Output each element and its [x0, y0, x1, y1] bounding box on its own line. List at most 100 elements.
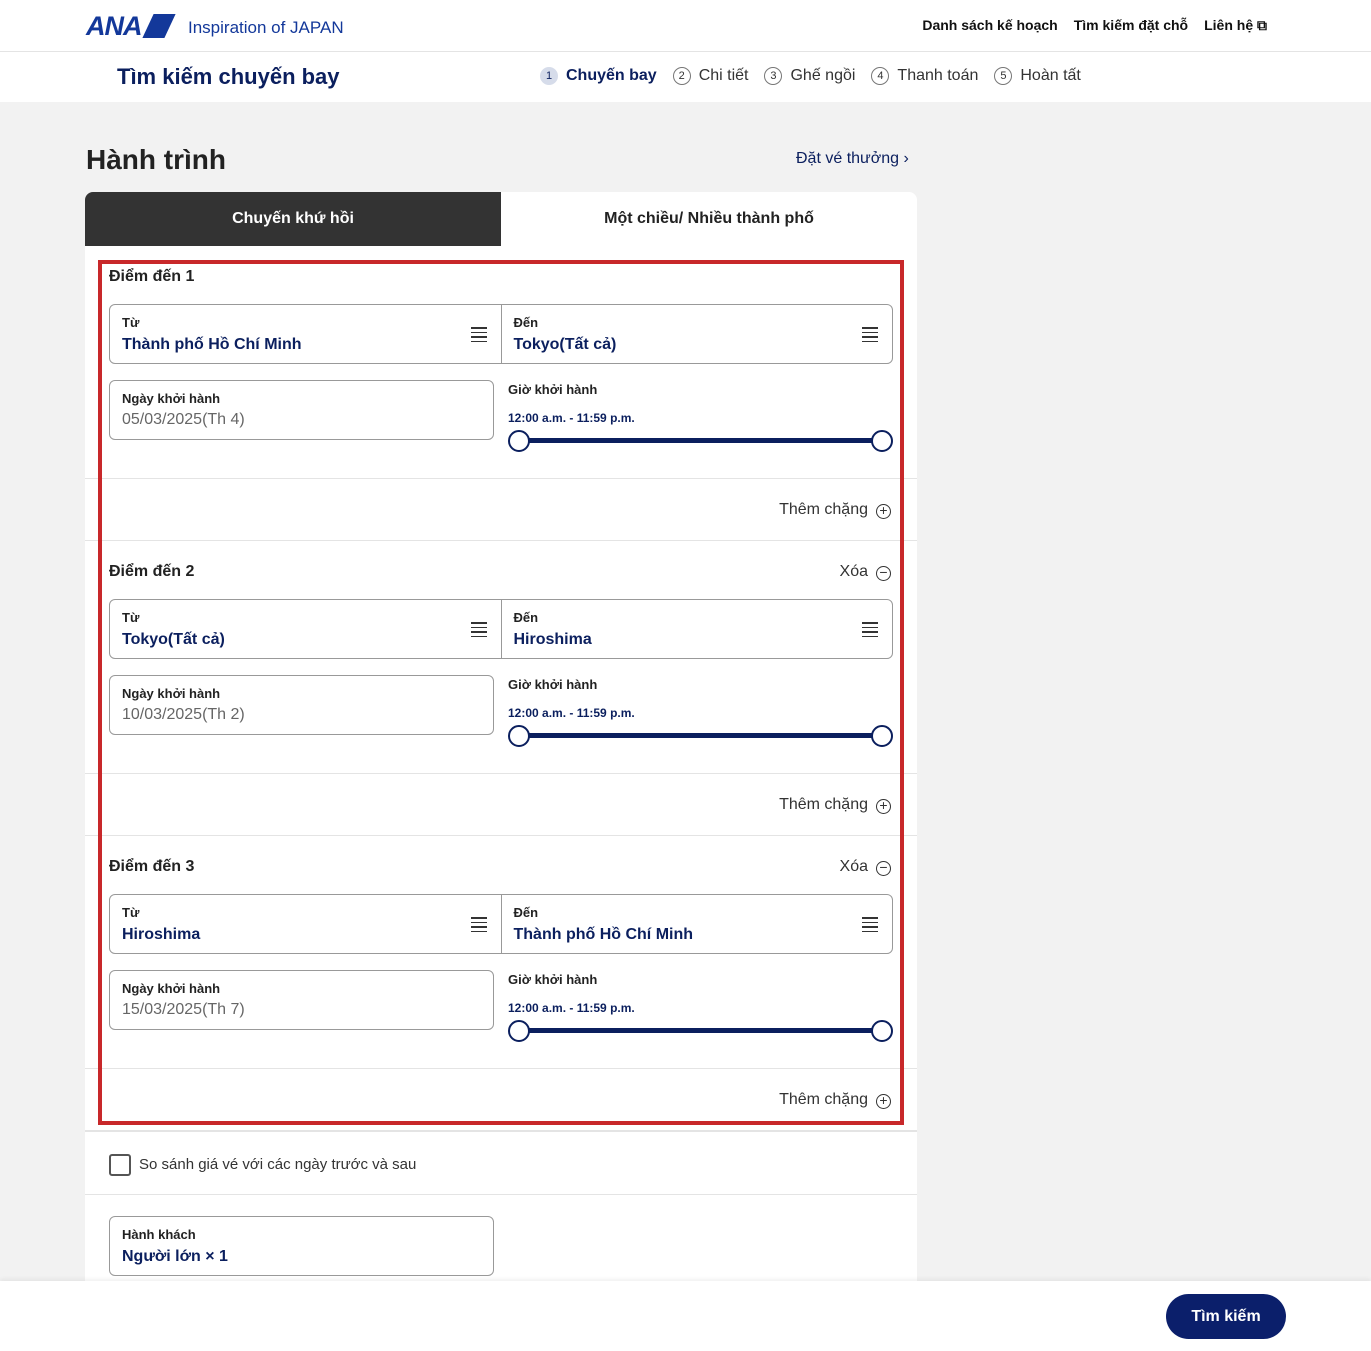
link-label: Đặt vé thưởng	[796, 150, 900, 167]
external-link-icon: ⧉	[1257, 17, 1267, 33]
from-label: Từ	[122, 610, 140, 625]
list-icon[interactable]	[862, 917, 878, 935]
slider-start-handle[interactable]	[508, 1020, 530, 1042]
date-value: 10/03/2025(Th 2)	[122, 706, 245, 723]
to-field[interactable]: Đến Hiroshima	[500, 600, 893, 658]
logo-text: ANA	[86, 11, 142, 41]
to-label: Đến	[513, 905, 539, 920]
ana-logo[interactable]: ANA	[86, 11, 176, 42]
compare-label[interactable]: So sánh giá vé với các ngày trước và sau	[139, 1156, 417, 1173]
nav-contact-label: Liên hệ	[1204, 17, 1254, 33]
time-range: 12:00 a.m. - 11:59 p.m.	[508, 411, 635, 425]
step-label: Chi tiết	[698, 67, 749, 84]
page-title: Tìm kiếm chuyến bay	[117, 64, 340, 89]
logo-mark	[141, 14, 176, 38]
from-value: Thành phố Hồ Chí Minh	[122, 336, 302, 353]
award-booking-link[interactable]: Đặt vé thưởng ›	[796, 150, 909, 168]
passenger-field[interactable]: Hành khách Người lớn × 1	[109, 1216, 494, 1276]
add-leg-label: Thêm chặng	[779, 796, 868, 813]
list-icon[interactable]	[470, 622, 487, 640]
add-leg-row: Thêm chặng +	[85, 773, 917, 836]
plus-circle-icon: +	[876, 1093, 891, 1109]
date-label: Ngày khởi hành	[122, 391, 221, 406]
compare-checkbox[interactable]	[109, 1154, 131, 1176]
leg-label: Điểm đến 3	[109, 858, 195, 875]
leg-2: Điểm đến 2 Xóa − Từ Tokyo(Tất cả) Đến Hiros…	[85, 541, 917, 836]
step-details: 2 Chi tiết	[672, 67, 749, 85]
to-value: Tokyo(Tất cả)	[513, 336, 617, 353]
time-label: Giờ khởi hành	[508, 677, 598, 692]
slider-track	[518, 733, 883, 738]
step-label: Hoàn tất	[1020, 67, 1081, 84]
departure-date-field[interactable]: Ngày khởi hành 05/03/2025(Th 4)	[109, 380, 494, 440]
from-field[interactable]: Từ Hiroshima	[110, 895, 501, 953]
plus-circle-icon: +	[876, 798, 891, 814]
to-field[interactable]: Đến Tokyo(Tất cả)	[500, 305, 893, 363]
from-field[interactable]: Từ Thành phố Hồ Chí Minh	[110, 305, 501, 363]
departure-time: Giờ khởi hành 12:00 a.m. - 11:59 p.m.	[508, 675, 893, 747]
time-slider[interactable]	[508, 430, 893, 452]
add-leg-label: Thêm chặng	[779, 1091, 868, 1108]
tab-multi-city[interactable]: Một chiều/ Nhiều thành phố	[501, 192, 917, 246]
time-slider[interactable]	[508, 725, 893, 747]
to-value: Thành phố Hồ Chí Minh	[513, 926, 694, 943]
slider-end-handle[interactable]	[871, 1020, 893, 1042]
slider-end-handle[interactable]	[871, 430, 893, 452]
add-leg-row: Thêm chặng +	[85, 478, 917, 541]
delete-label: Xóa	[839, 858, 868, 875]
slider-track	[518, 438, 883, 443]
nav-contact[interactable]: Liên hệ ⧉	[1204, 17, 1267, 34]
step-label: Ghế ngồi	[790, 67, 856, 84]
list-icon[interactable]	[862, 327, 878, 345]
slider-start-handle[interactable]	[508, 430, 530, 452]
section-title: Hành trình	[86, 144, 226, 175]
delete-leg-button[interactable]: Xóa −	[840, 858, 891, 876]
departure-date-field[interactable]: Ngày khởi hành 15/03/2025(Th 7)	[109, 970, 494, 1030]
compare-row: So sánh giá vé với các ngày trước và sau	[85, 1131, 917, 1195]
top-nav: Danh sách kế hoạch Tìm kiếm đặt chỗ Liên…	[922, 17, 1267, 34]
slider-end-handle[interactable]	[871, 725, 893, 747]
to-field[interactable]: Đến Thành phố Hồ Chí Minh	[500, 895, 893, 953]
step-number: 4	[871, 67, 890, 85]
add-leg-button[interactable]: Thêm chặng +	[779, 501, 891, 519]
progress-steps: 1 Chuyến bay 2 Chi tiết 3 Ghế ngồi 4 Thanh t…	[540, 67, 1081, 85]
minus-circle-icon: −	[876, 860, 891, 876]
add-leg-button[interactable]: Thêm chặng +	[779, 796, 891, 814]
step-number: 2	[672, 67, 691, 85]
subheader: Tìm kiếm chuyến bay 1 Chuyến bay 2 Chi tiế…	[0, 52, 1371, 102]
from-field[interactable]: Từ Tokyo(Tất cả)	[110, 600, 501, 658]
date-value: 05/03/2025(Th 4)	[122, 411, 245, 428]
time-range: 12:00 a.m. - 11:59 p.m.	[508, 1001, 635, 1015]
nav-plans[interactable]: Danh sách kế hoạch	[922, 17, 1058, 33]
list-icon[interactable]	[862, 622, 878, 640]
search-form: Điểm đến 1 Từ Thành phố Hồ Chí Minh Đến To…	[85, 246, 917, 1286]
step-label: Thanh toán	[897, 67, 979, 84]
step-seats: 3 Ghế ngồi	[764, 67, 855, 85]
list-icon[interactable]	[470, 327, 487, 345]
slider-track	[518, 1028, 883, 1033]
from-label: Từ	[122, 315, 140, 330]
passenger-label: Hành khách	[122, 1227, 196, 1242]
delete-leg-button[interactable]: Xóa −	[840, 563, 891, 581]
time-slider[interactable]	[508, 1020, 893, 1042]
nav-booking-search[interactable]: Tìm kiếm đặt chỗ	[1073, 17, 1189, 33]
leg-label: Điểm đến 1	[109, 268, 195, 285]
leg-1: Điểm đến 1 Từ Thành phố Hồ Chí Minh Đến To…	[85, 246, 917, 541]
tagline: Inspiration of JAPAN	[188, 18, 344, 37]
time-range: 12:00 a.m. - 11:59 p.m.	[508, 706, 635, 720]
chevron-right-icon: ›	[903, 150, 909, 167]
search-button[interactable]: Tìm kiếm	[1166, 1294, 1286, 1339]
leg-3: Điểm đến 3 Xóa − Từ Hiroshima Đến Thành phố…	[85, 836, 917, 1131]
step-number: 5	[994, 67, 1013, 85]
passenger-value: Người lớn × 1	[122, 1248, 228, 1265]
date-value: 15/03/2025(Th 7)	[122, 1001, 245, 1018]
slider-start-handle[interactable]	[508, 725, 530, 747]
step-payment: 4 Thanh toán	[871, 67, 978, 85]
departure-date-field[interactable]: Ngày khởi hành 10/03/2025(Th 2)	[109, 675, 494, 735]
step-number: 1	[540, 67, 558, 85]
add-leg-button[interactable]: Thêm chặng +	[779, 1091, 891, 1109]
step-flight: 1 Chuyến bay	[540, 67, 657, 85]
tab-round-trip[interactable]: Chuyến khứ hồi	[85, 192, 501, 246]
list-icon[interactable]	[470, 917, 487, 935]
date-label: Ngày khởi hành	[122, 686, 221, 701]
